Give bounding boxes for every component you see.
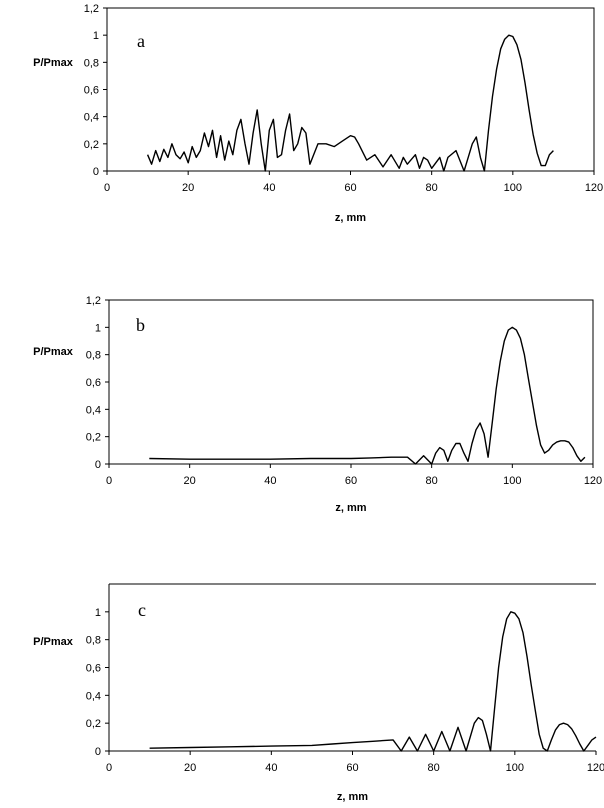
y-axis-title: P/Pmax (33, 636, 74, 648)
y-tick-label: 0,4 (84, 112, 99, 124)
x-tick-label: 100 (504, 182, 522, 194)
y-tick-label: 0,4 (86, 404, 101, 416)
x-tick-label: 100 (506, 762, 524, 774)
y-tick-label: 0 (95, 746, 101, 758)
x-axis-title: z, mm (337, 791, 368, 803)
series-line-b-0 (149, 326, 586, 465)
y-tick-label: 0,2 (86, 432, 101, 444)
panel-label: b (136, 315, 145, 335)
y-tick-label: 0,6 (86, 663, 101, 675)
y-tick-label: 0,6 (84, 85, 99, 97)
x-tick-label: 80 (426, 475, 438, 487)
y-tick-label: 0,2 (84, 139, 99, 151)
panel-label: a (137, 31, 145, 51)
x-tick-label: 40 (264, 475, 276, 487)
y-tick-label: 1 (95, 322, 101, 334)
x-tick-label: 120 (584, 475, 602, 487)
x-tick-label: 0 (106, 475, 112, 487)
y-tick-label: 0,6 (86, 377, 101, 389)
x-tick-label: 40 (263, 182, 275, 194)
y-tick-label: 1 (95, 607, 101, 619)
plot-frame (108, 299, 594, 465)
x-tick-label: 0 (104, 182, 110, 194)
x-axis-title: z, mm (335, 212, 366, 224)
y-tick-label: 0,8 (86, 350, 101, 362)
x-tick-label: 120 (585, 182, 603, 194)
y-axis-title: P/Pmax (33, 57, 74, 69)
y-tick-label: 0 (93, 166, 99, 178)
y-tick-label: 0,2 (86, 718, 101, 730)
y-tick-label: 0,4 (86, 690, 101, 702)
series-line-a-0 (146, 34, 554, 172)
series-line-c-0 (149, 611, 597, 752)
y-axis-title: P/Pmax (33, 346, 74, 358)
x-tick-label: 120 (587, 762, 604, 774)
chart-panel-c: 0 20 40 60 80 100 120 0 0,2 0,4 0,6 0,8 1 P/Pmax z, mm… (33, 583, 604, 803)
x-tick-label: 20 (182, 182, 194, 194)
x-tick-label: 80 (428, 762, 440, 774)
x-tick-label: 40 (265, 762, 277, 774)
y-tick-label: 1,2 (84, 3, 99, 15)
x-tick-label: 0 (106, 762, 112, 774)
y-tick-label: 0,8 (86, 635, 101, 647)
panel-label: c (138, 600, 146, 620)
y-tick-label: 0,8 (84, 57, 99, 69)
x-tick-label: 20 (184, 475, 196, 487)
plot-frame (106, 7, 595, 172)
x-tick-label: 60 (344, 182, 356, 194)
x-axis-title: z, mm (335, 502, 366, 514)
chart-panel-a: 0 20 40 60 80 100 120 0 0,2 0,4 0,6 0,8 1 1,2 P/Pmax z,… (33, 3, 603, 224)
x-tick-label: 60 (345, 475, 357, 487)
x-tick-label: 80 (426, 182, 438, 194)
x-tick-label: 60 (346, 762, 358, 774)
x-tick-label: 20 (184, 762, 196, 774)
y-tick-label: 1,2 (86, 295, 101, 307)
chart-panel-b: 0 20 40 60 80 100 120 0 0,2 0,4 0,6 0,8 1 1,2 P/Pmax z,… (33, 295, 602, 514)
y-tick-label: 0 (95, 459, 101, 471)
y-tick-label: 1 (93, 30, 99, 42)
x-tick-label: 100 (503, 475, 521, 487)
